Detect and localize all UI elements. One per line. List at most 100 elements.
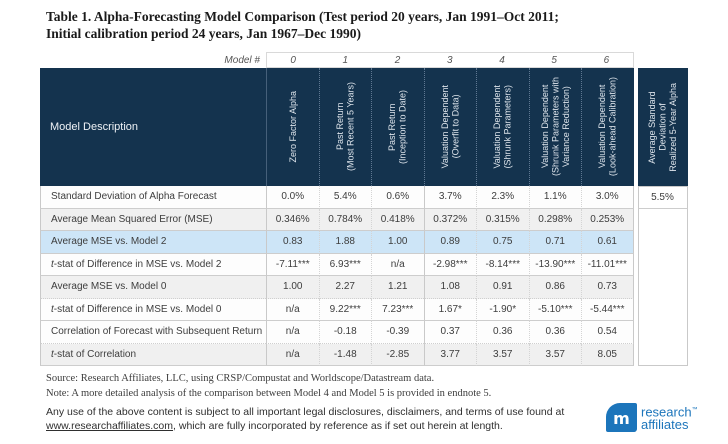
data-cell: 1.88 (318, 231, 371, 254)
data-cell: 1.08 (423, 276, 476, 299)
data-cell: 0.91 (476, 276, 529, 299)
data-cell: -13.90*** (528, 253, 581, 276)
research-affiliates-logo: m research™ affiliates (606, 403, 698, 432)
data-cell: 3.7% (423, 186, 476, 209)
data-cell: 8.05 (581, 343, 634, 366)
column-header-label: Valuation Dependent (Look-ahead Calibrat… (597, 77, 618, 177)
column-header-label: Past Return (Inception to Date) (387, 89, 408, 165)
table-row: Average Mean Squared Error (MSE) 0.346% 0.… (40, 208, 688, 231)
data-cell: 0.89 (423, 231, 476, 254)
data-cell: 1.67* (423, 298, 476, 321)
table-row: Correlation of Forecast with Subsequent … (40, 321, 688, 344)
row-label: t -stat of Correlation (40, 343, 266, 366)
logo-wordmark: research™ affiliates (641, 404, 698, 431)
data-cell: n/a (371, 253, 424, 276)
table-row: t -stat of Correlation n/a -1.48 -2.85 3.77 3.… (40, 343, 688, 366)
data-cell: -5.44*** (581, 298, 634, 321)
data-cell: 2.3% (476, 186, 529, 209)
data-cell: 0.784% (318, 208, 371, 231)
avg-sd-cell (637, 343, 688, 366)
data-cell: 7.23*** (371, 298, 424, 321)
logo-word-affiliates: affiliates (641, 417, 689, 433)
data-cell: 0.61 (581, 231, 634, 254)
column-header-label: Past Return (Most Recent 5 Years) (334, 82, 356, 172)
model-number: 4 (499, 54, 505, 66)
model-number: 1 (342, 54, 349, 66)
model-number: 5 (551, 54, 557, 66)
data-cell: 0.73 (581, 276, 634, 299)
table-row: Standard Deviation of Alpha Forecast 0.0%… (40, 186, 688, 209)
column-header-cell: Valuation Dependent (Overfit to Data) (423, 68, 477, 186)
data-cell: 1.00 (266, 276, 319, 299)
data-cell: 5.4% (318, 186, 371, 209)
data-cell: n/a (266, 298, 319, 321)
note-line: Note: A more detailed analysis of the co… (46, 388, 492, 399)
data-cell: n/a (266, 343, 319, 366)
data-cell: 0.6% (371, 186, 424, 209)
avg-sd-cell (637, 321, 688, 344)
data-cell: -1.48 (318, 343, 371, 366)
data-cell: -11.01*** (581, 253, 634, 276)
data-cell: 9.22*** (318, 298, 371, 321)
model-number: 3 (446, 54, 453, 66)
legal-text-post: , which are fully incorporated by refere… (173, 419, 503, 432)
table-row: Average MSE vs. Model 2 0.83 1.88 1.00 0.89 0… (40, 231, 688, 254)
logo-word-research: research (641, 404, 692, 420)
data-cell: 1.00 (371, 231, 424, 254)
data-cell: 0.253% (581, 208, 634, 231)
model-number: 0 (290, 54, 296, 66)
table-header-row: Model Description Zero Factor Alpha Past … (40, 68, 688, 186)
row-label: t -stat of Difference in MSE vs. Model 0 (40, 298, 266, 321)
data-cell: 0.86 (528, 276, 581, 299)
data-cell: 0.346% (266, 208, 319, 231)
data-cell: -8.14*** (476, 253, 529, 276)
data-cell: 0.0% (266, 186, 319, 209)
avg-sd-cell (637, 276, 688, 299)
model-number-row: Model # 0 1 2 3 4 5 6 (40, 52, 688, 68)
avg-sd-strip-gap (638, 52, 688, 68)
researchaffiliates-link[interactable]: www.researchaffiliates.com (46, 419, 174, 432)
data-cell: 0.75 (476, 231, 529, 254)
legal-text-pre: Any use of the above content is subject … (46, 406, 565, 418)
table-row: t -stat of Difference in MSE vs. Model 2-… (40, 253, 688, 276)
data-cell: 6.93*** (318, 253, 371, 276)
row-label: Average Mean Squared Error (MSE) (40, 208, 266, 231)
data-cell: 2.27 (318, 276, 371, 299)
column-header-cell: Past Return (Most Recent 5 Years) (318, 68, 372, 186)
avg-sd-header-label: Average Standard Deviation of Realized 5… (646, 82, 678, 172)
data-cell: 0.83 (266, 231, 319, 254)
table-title: Table 1. Alpha-Forecasting Model Compari… (46, 9, 559, 41)
column-header-label: Valuation Dependent (Shrunk Parameters) (492, 85, 513, 169)
data-cell: -5.10*** (528, 298, 581, 321)
model-number: 6 (603, 54, 610, 66)
data-cell: -0.39 (371, 321, 424, 344)
table-body: Standard Deviation of Alpha Forecast 0.0%… (40, 186, 688, 366)
data-cell: 1.1% (528, 186, 581, 209)
data-cell: -1.90* (476, 298, 529, 321)
data-cell: 3.0% (581, 186, 634, 209)
rotated-headers: Zero Factor Alpha Past Return (Most Recen… (266, 68, 634, 186)
data-cell: n/a (266, 321, 319, 344)
avg-sd-cell (637, 231, 688, 254)
data-cell: -0.18 (318, 321, 371, 344)
data-cell: 3.57 (528, 343, 581, 366)
column-header-label: Valuation Dependent (Shrunk Parameters w… (539, 77, 571, 177)
table-row: Average MSE vs. Model 0 1.00 2.27 1.21 1.08 0… (40, 276, 688, 299)
data-cell: 0.315% (476, 208, 529, 231)
data-cell: 3.57 (476, 343, 529, 366)
data-cell: -7.11*** (266, 253, 319, 276)
row-label: Correlation of Forecast with Subsequent … (40, 321, 266, 344)
legal-disclaimer: Any use of the above content is subject … (46, 406, 596, 433)
data-cell: 0.36 (476, 321, 529, 344)
model-numbers: 0 1 2 3 4 5 6 (266, 52, 634, 68)
avg-sd-cell (637, 208, 688, 231)
model-number-row-label: Model # (224, 54, 260, 66)
column-header-cell: Past Return (Inception to Date) (371, 68, 424, 186)
data-cell: 0.298% (528, 208, 581, 231)
trademark-symbol: ™ (691, 407, 698, 413)
column-header-cell: Zero Factor Alpha (266, 68, 319, 186)
row-label: Standard Deviation of Alpha Forecast (40, 186, 266, 209)
column-header-cell: Valuation Dependent (Shrunk Parameters w… (528, 68, 582, 186)
data-cell: 0.71 (528, 231, 581, 254)
data-cell: -2.98*** (423, 253, 476, 276)
